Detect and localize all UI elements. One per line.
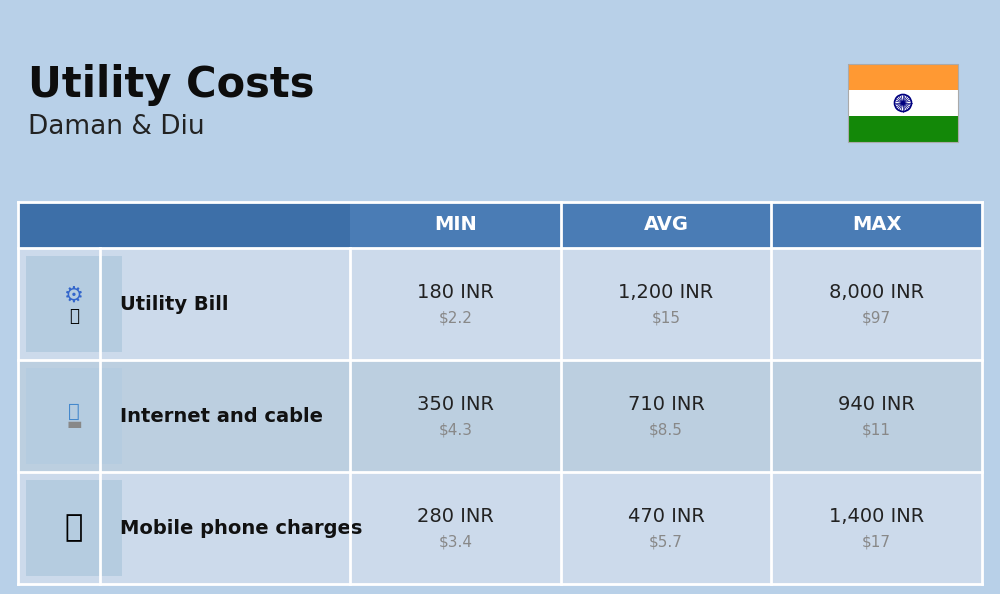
- Bar: [26, 368, 122, 464]
- Text: 180 INR: 180 INR: [417, 283, 494, 302]
- Bar: [350, 202, 982, 248]
- Text: 📱: 📱: [65, 513, 83, 542]
- Circle shape: [902, 102, 904, 105]
- Text: Mobile phone charges: Mobile phone charges: [120, 519, 362, 538]
- Bar: [848, 64, 958, 142]
- Text: 🔌: 🔌: [69, 307, 79, 325]
- Text: $15: $15: [652, 311, 680, 326]
- Bar: [26, 480, 122, 576]
- Text: $2.2: $2.2: [438, 311, 472, 326]
- Bar: [18, 202, 350, 248]
- Bar: [26, 256, 122, 352]
- Text: ⚙: ⚙: [64, 286, 84, 306]
- Bar: [848, 90, 958, 116]
- Bar: [848, 116, 958, 142]
- Text: $3.4: $3.4: [438, 535, 472, 549]
- Text: Utility Bill: Utility Bill: [120, 295, 228, 314]
- Text: 470 INR: 470 INR: [628, 507, 704, 526]
- Text: 280 INR: 280 INR: [417, 507, 494, 526]
- Text: 1,400 INR: 1,400 INR: [829, 507, 924, 526]
- Text: $5.7: $5.7: [649, 535, 683, 549]
- Text: Daman & Diu: Daman & Diu: [28, 114, 205, 140]
- Bar: [18, 472, 982, 584]
- Text: Internet and cable: Internet and cable: [120, 406, 323, 425]
- Text: MIN: MIN: [434, 216, 477, 235]
- Text: 940 INR: 940 INR: [838, 394, 915, 413]
- Text: $11: $11: [862, 422, 891, 438]
- Text: 710 INR: 710 INR: [628, 394, 704, 413]
- Text: MAX: MAX: [852, 216, 901, 235]
- Bar: [18, 248, 982, 360]
- Text: 1,200 INR: 1,200 INR: [618, 283, 714, 302]
- Bar: [18, 360, 982, 472]
- Text: 〜: 〜: [68, 402, 80, 421]
- Text: 8,000 INR: 8,000 INR: [829, 283, 924, 302]
- Text: $4.3: $4.3: [438, 422, 472, 438]
- Text: ▬: ▬: [66, 415, 82, 433]
- Text: $17: $17: [862, 535, 891, 549]
- Text: $97: $97: [862, 311, 891, 326]
- Bar: [848, 64, 958, 90]
- Text: $8.5: $8.5: [649, 422, 683, 438]
- Text: Utility Costs: Utility Costs: [28, 64, 314, 106]
- Text: AVG: AVG: [644, 216, 688, 235]
- Text: 350 INR: 350 INR: [417, 394, 494, 413]
